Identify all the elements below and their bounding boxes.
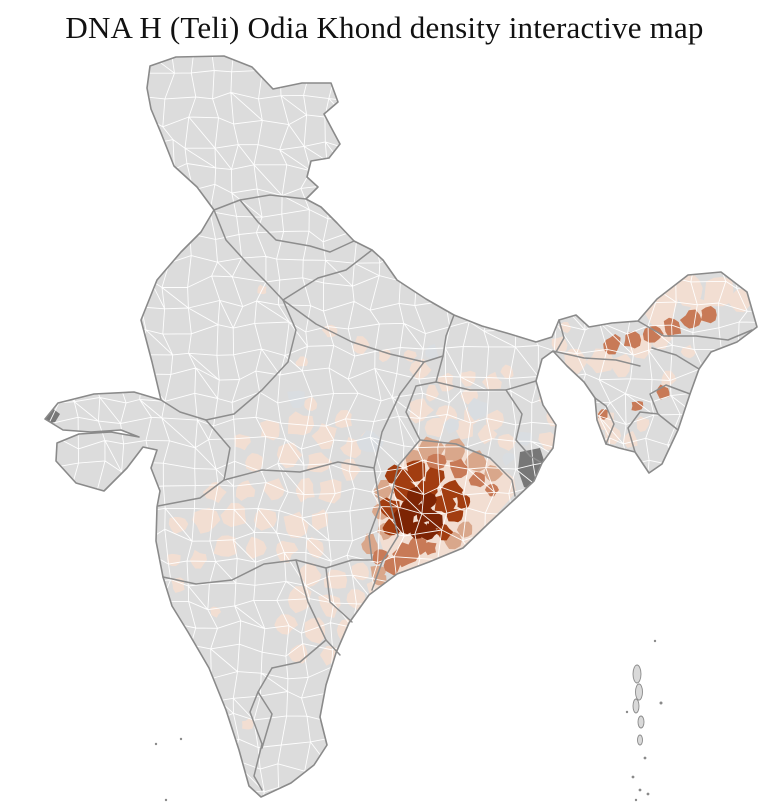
district-cell-pale[interactable]: [304, 617, 326, 644]
district-cell-pale[interactable]: [388, 581, 406, 598]
district-cell-medium[interactable]: [421, 542, 437, 556]
district-cell-medium[interactable]: [468, 471, 485, 488]
district-cell-pale[interactable]: [245, 536, 267, 560]
district-cell-pale[interactable]: [311, 423, 337, 450]
district-cell-cool[interactable]: [425, 344, 439, 360]
district-cell-medium[interactable]: [631, 401, 644, 411]
district-cell-medium[interactable]: [449, 458, 469, 479]
district-cell-pale[interactable]: [318, 594, 341, 618]
district-cell-pale[interactable]: [704, 277, 734, 307]
district-cell-pale[interactable]: [306, 452, 333, 473]
district-cell-pale[interactable]: [276, 442, 303, 469]
district-cell-pale[interactable]: [680, 344, 697, 359]
island[interactable]: [637, 734, 643, 746]
city-district-dot[interactable]: [200, 703, 206, 709]
district-cell-pale[interactable]: [604, 425, 622, 445]
island-dot: [638, 788, 642, 792]
district-cell-pale[interactable]: [376, 597, 392, 615]
district-cell-pale[interactable]: [245, 453, 264, 473]
district-cell-pale[interactable]: [538, 431, 557, 450]
district-cell-pale[interactable]: [424, 417, 446, 438]
island[interactable]: [637, 715, 645, 729]
district-cell-medium[interactable]: [663, 317, 682, 338]
district-cell-pale[interactable]: [454, 420, 474, 440]
island-dot: [625, 710, 629, 714]
country-outline: [44, 55, 758, 798]
island[interactable]: [632, 698, 640, 714]
map-title: DNA H (Teli) Odia Khond density interact…: [65, 10, 704, 45]
district-cell-darkest[interactable]: [406, 486, 422, 506]
state-borders: [157, 194, 753, 791]
district-cell-pale[interactable]: [343, 640, 362, 658]
island-dot: [164, 798, 168, 802]
district-cell-pale[interactable]: [295, 477, 315, 503]
city-district-dot[interactable]: [154, 557, 160, 563]
district-cell-pale[interactable]: [242, 718, 254, 730]
district-cell-pale[interactable]: [426, 384, 439, 402]
island-dot: [179, 737, 183, 741]
district-cell-tan[interactable]: [464, 450, 487, 472]
district-cell-pale[interactable]: [403, 349, 417, 363]
district-cell-pale[interactable]: [377, 618, 392, 634]
district-cell-pale[interactable]: [318, 479, 342, 504]
district-cell-pale[interactable]: [622, 431, 638, 448]
district-cell-dark[interactable]: [406, 460, 426, 483]
district-cell-pale[interactable]: [202, 481, 227, 503]
island-dot: [154, 742, 158, 746]
island-dot: [653, 639, 657, 643]
island-dot: [643, 756, 647, 760]
district-cell-pale[interactable]: [288, 643, 308, 664]
district-cell-pale[interactable]: [585, 348, 615, 374]
district-cell-dark[interactable]: [434, 493, 457, 516]
district-cell-darkest[interactable]: [428, 510, 443, 529]
district-cell-medium[interactable]: [372, 549, 389, 566]
district-cell-cool[interactable]: [516, 431, 533, 447]
island[interactable]: [632, 664, 642, 684]
district-cell-cool[interactable]: [502, 452, 516, 466]
district-cell-pale[interactable]: [497, 433, 516, 451]
island[interactable]: [635, 683, 643, 701]
island-dot: [634, 798, 638, 802]
district-cell-pale[interactable]: [545, 358, 561, 378]
district-cell-medium[interactable]: [426, 453, 447, 472]
district-cell-pale[interactable]: [311, 509, 328, 531]
district-cell-pale[interactable]: [340, 437, 362, 459]
district-cell-medium[interactable]: [700, 306, 717, 324]
island-dot: [631, 775, 635, 779]
district-cell-cool[interactable]: [356, 430, 384, 452]
district-cell-darkest[interactable]: [421, 492, 437, 509]
india-landmass[interactable]: [44, 55, 758, 798]
district-cell-pale[interactable]: [306, 537, 324, 559]
district-cell-pale[interactable]: [274, 614, 299, 635]
district-cell-cool[interactable]: [442, 418, 459, 434]
district-cell-pale[interactable]: [409, 398, 434, 424]
district-cell-pale[interactable]: [437, 372, 454, 392]
district-cell-pale[interactable]: [661, 370, 677, 389]
district-cell-pale[interactable]: [726, 288, 754, 313]
india-landmass[interactable]: [45, 56, 757, 797]
district-cell-pale[interactable]: [477, 424, 498, 445]
district-cell-dark[interactable]: [457, 493, 471, 510]
island-dot: [646, 792, 650, 796]
island-districts[interactable]: [154, 639, 663, 802]
district-cell-pale[interactable]: [341, 458, 361, 481]
island-dot: [659, 701, 663, 705]
district-cell-pale[interactable]: [287, 411, 315, 436]
district-cell-pale[interactable]: [192, 507, 221, 534]
city-district-dot[interactable]: [208, 747, 214, 753]
district-cell-pale[interactable]: [189, 549, 207, 569]
region-kutch-tip-nodata[interactable]: [40, 408, 60, 426]
district-cell-tan[interactable]: [443, 438, 465, 464]
district-cell-cool[interactable]: [467, 397, 488, 421]
